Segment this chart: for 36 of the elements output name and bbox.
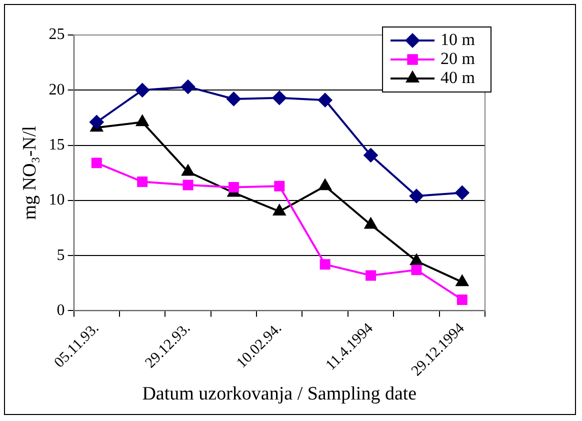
point bbox=[228, 182, 239, 192]
y-tick-label: 25 bbox=[48, 26, 65, 44]
legend-label: 20 m bbox=[440, 48, 476, 68]
y-tick-label: 5 bbox=[56, 246, 65, 264]
point bbox=[456, 294, 468, 305]
point bbox=[411, 264, 422, 276]
y-tick-label: 10 bbox=[48, 192, 65, 209]
point bbox=[364, 218, 377, 229]
point bbox=[135, 83, 150, 98]
point bbox=[181, 80, 196, 94]
point bbox=[273, 204, 286, 216]
point bbox=[455, 186, 470, 200]
point bbox=[274, 180, 285, 192]
point bbox=[182, 180, 194, 190]
legend-label: 40 m bbox=[440, 68, 476, 87]
x-axis-title: Datum uzorkovanja / Sampling date bbox=[142, 384, 417, 405]
point bbox=[182, 164, 194, 176]
point bbox=[136, 115, 149, 126]
point bbox=[91, 158, 102, 168]
point bbox=[137, 176, 148, 187]
point bbox=[318, 93, 332, 108]
point bbox=[226, 92, 241, 106]
y-tick-label: 0 bbox=[56, 302, 65, 319]
point bbox=[318, 179, 332, 190]
point bbox=[272, 90, 286, 105]
point bbox=[410, 254, 423, 266]
point bbox=[364, 148, 378, 162]
point bbox=[320, 259, 330, 270]
point bbox=[90, 115, 104, 130]
y-tick-label: 20 bbox=[48, 81, 65, 98]
point bbox=[456, 275, 468, 286]
point bbox=[409, 189, 424, 204]
y-tick-label: 15 bbox=[48, 136, 65, 154]
point bbox=[366, 270, 376, 281]
y-axis-title: mg NO₃-N/l bbox=[19, 126, 40, 220]
legend-label: 10 m bbox=[440, 30, 476, 49]
